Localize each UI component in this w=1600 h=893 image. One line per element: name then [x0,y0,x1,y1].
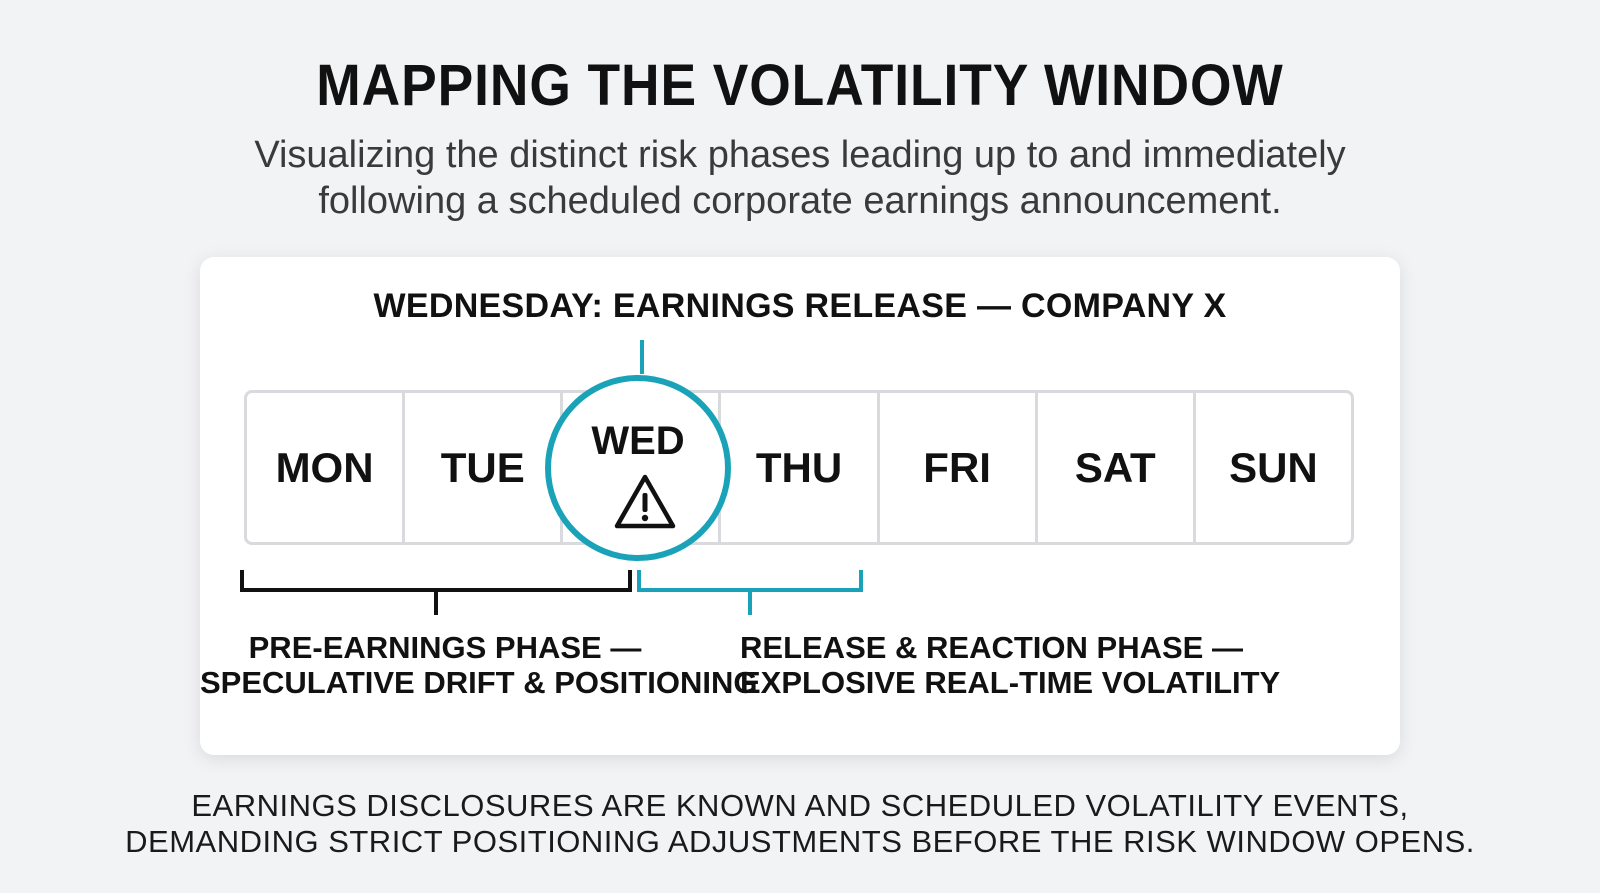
pre-phase-line-1: PRE-EARNINGS PHASE — [248,630,642,665]
subtitle-line-1: Visualizing the distinct risk phases lea… [254,134,1346,176]
day-cell-thu: THU [721,393,880,542]
release-phase-line-1: RELEASE & REACTION PHASE — [740,630,1243,665]
timeline-card: WEDNESDAY: EARNINGS RELEASE — COMPANY X … [200,257,1400,755]
earnings-day-highlight: WED [545,375,731,561]
day-cell-tue: TUE [405,393,564,542]
release-phase-bracket [637,570,863,615]
footer-line-2: DEMANDING STRICT POSITIONING ADJUSTMENTS… [125,824,1475,859]
page-title: MAPPING THE VOLATILITY WINDOW [316,53,1284,118]
event-pointer-line [640,340,644,374]
day-cell-sat: SAT [1038,393,1196,542]
subtitle-line-2: following a scheduled corporate earnings… [318,180,1282,222]
day-cell-mon: MON [247,393,406,542]
pre-phase-line-2: SPECULATIVE DRIFT & POSITIONING [200,665,758,700]
footer-line-1: EARNINGS DISCLOSURES ARE KNOWN AND SCHED… [191,788,1409,823]
highlight-day-label: WED [591,419,685,463]
footer-note: EARNINGS DISCLOSURES ARE KNOWN AND SCHED… [100,788,1500,860]
page-subtitle: Visualizing the distinct risk phases lea… [200,132,1400,224]
pre-earnings-phase-label: PRE-EARNINGS PHASE — SPECULATIVE DRIFT &… [200,630,758,700]
phase-brackets [240,570,863,615]
release-phase-label: RELEASE & REACTION PHASE — EXPLOSIVE REA… [740,630,1281,700]
day-cell-sun: SUN [1229,443,1318,491]
warning-triangle-icon [614,474,676,529]
release-phase-line-2: EXPLOSIVE REAL-TIME VOLATILITY [740,665,1281,700]
week-day-strip: MON TUE THU FRI SAT SUN [244,390,1354,545]
pre-phase-bracket [240,570,632,615]
day-cell-fri: FRI [880,393,1038,542]
event-title: WEDNESDAY: EARNINGS RELEASE — COMPANY X [373,287,1227,325]
